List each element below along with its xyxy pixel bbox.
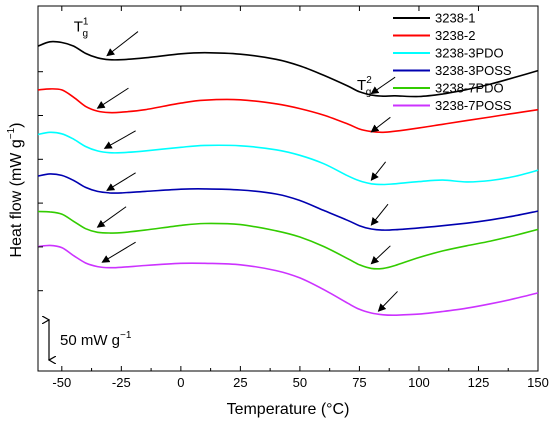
series-line-3238-2 — [37, 88, 539, 134]
x-tick-label: -50 — [52, 375, 71, 390]
scale-bar: 50 mW g−1 — [49, 320, 132, 360]
legend-label-3238-1: 3238-1 — [435, 11, 475, 26]
x-tick-label: 150 — [527, 375, 549, 390]
arrow-3238-3pdo — [370, 161, 387, 181]
legend-label-3238-3pdo: 3238-3PDO — [435, 46, 504, 61]
legend-label-3238-2: 3238-2 — [435, 28, 475, 43]
arrow-3238-3poss — [106, 172, 136, 191]
annotation-arrows — [96, 31, 398, 312]
tg2-label: T2 g — [357, 75, 372, 98]
series-layer — [37, 40, 539, 317]
arrow-3238-1 — [106, 31, 139, 57]
legend-label-3238-7poss: 3238-7POSS — [435, 98, 512, 113]
x-axis-title: Temperature (°C) — [227, 401, 350, 418]
tg1-label: T1 g — [74, 17, 89, 40]
x-tick-label: 0 — [177, 375, 184, 390]
scale-bar-label: 50 mW g−1 — [60, 330, 132, 349]
legend-label-3238-7pdo: 3238-7PDO — [435, 81, 504, 96]
x-tick-label: 50 — [293, 375, 307, 390]
legend: 3238-1 3238-2 3238-3PDO 3238-3POSS 3238-7PDO… — [393, 11, 512, 113]
x-tick-label: 75 — [352, 375, 366, 390]
arrow-3238-2 — [370, 116, 391, 133]
series-line-3238-1 — [37, 40, 539, 98]
arrow-3238-7poss — [101, 241, 136, 263]
x-tick-label: 100 — [408, 375, 430, 390]
y-axis-title: Heat flow (mW g−1) — [6, 123, 25, 258]
arrow-3238-2 — [96, 87, 129, 109]
series-line-3238-7poss — [37, 244, 539, 317]
arrow-3238-3poss — [370, 203, 389, 226]
series-line-3238-3poss — [37, 173, 539, 231]
axis-ticks: -50 -25 0 25 50 75 100 125 150 — [38, 6, 549, 390]
legend-label-3238-3poss: 3238-3POSS — [435, 63, 512, 78]
arrow-3238-7poss — [377, 291, 398, 312]
arrow-3238-7pdo — [370, 245, 391, 265]
arrow-3238-1 — [370, 76, 396, 95]
x-tick-label: 125 — [468, 375, 490, 390]
arrow-3238-7pdo — [96, 206, 127, 228]
series-line-3238-7pdo — [37, 210, 539, 270]
arrow-3238-3pdo — [103, 130, 136, 149]
series-line-3238-3pdo — [37, 131, 539, 186]
x-tick-label: 25 — [233, 375, 247, 390]
x-tick-label: -25 — [112, 375, 131, 390]
plot-frame — [37, 5, 539, 372]
